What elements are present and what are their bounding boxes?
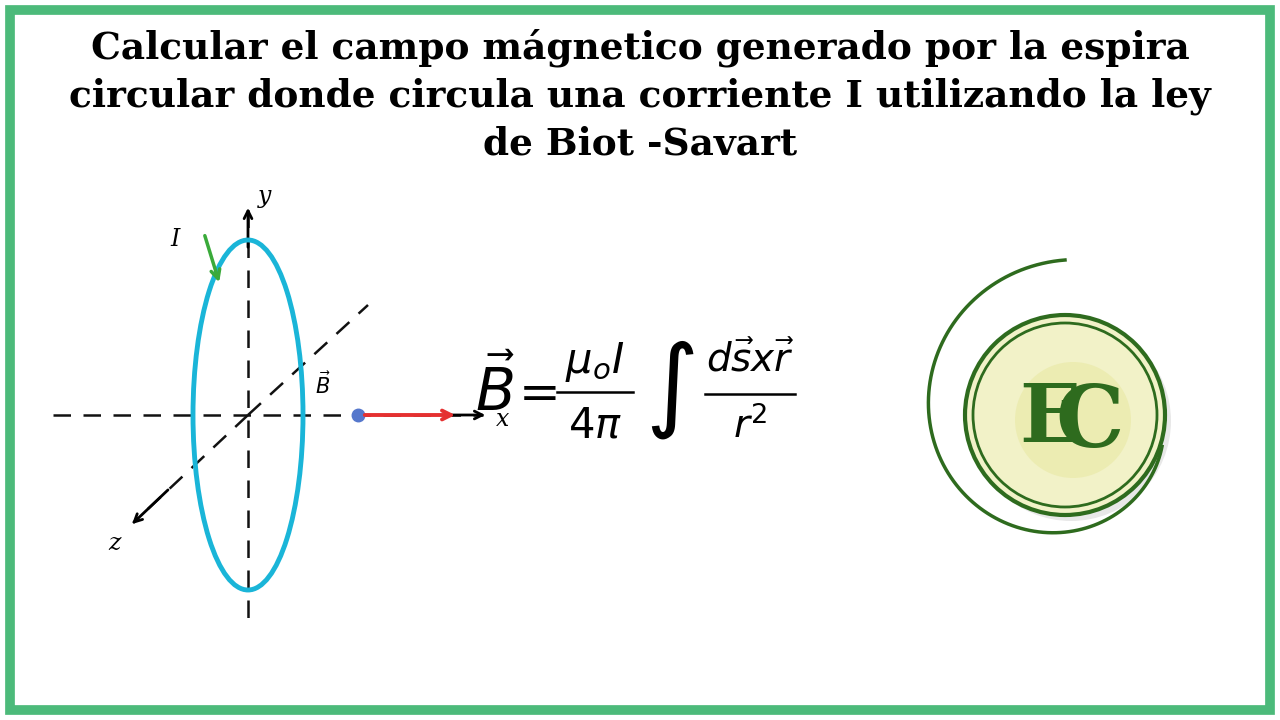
- Text: $\int$: $\int$: [645, 338, 695, 441]
- Text: x: x: [497, 408, 509, 431]
- Text: $\mu_o I$: $\mu_o I$: [566, 340, 625, 384]
- Text: y: y: [259, 186, 271, 209]
- Text: $4\pi$: $4\pi$: [568, 404, 622, 446]
- Text: de Biot -Savart: de Biot -Savart: [483, 125, 797, 163]
- Text: $\vec{B}$: $\vec{B}$: [475, 357, 515, 423]
- Circle shape: [1015, 362, 1132, 478]
- Text: $=$: $=$: [509, 369, 557, 417]
- Text: C: C: [1056, 381, 1124, 465]
- Text: E: E: [1019, 381, 1080, 459]
- Text: $\vec{B}$: $\vec{B}$: [315, 372, 332, 398]
- Circle shape: [965, 315, 1165, 515]
- Text: Calcular el campo mágnetico generado por la espira: Calcular el campo mágnetico generado por…: [91, 29, 1189, 67]
- Text: $r^2$: $r^2$: [732, 406, 767, 446]
- Text: circular donde circula una corriente I utilizando la ley: circular donde circula una corriente I u…: [69, 77, 1211, 114]
- Text: z: z: [108, 531, 120, 554]
- Text: $d\vec{s}x\vec{r}$: $d\vec{s}x\vec{r}$: [705, 341, 794, 379]
- Circle shape: [972, 321, 1171, 521]
- Text: I: I: [170, 228, 179, 251]
